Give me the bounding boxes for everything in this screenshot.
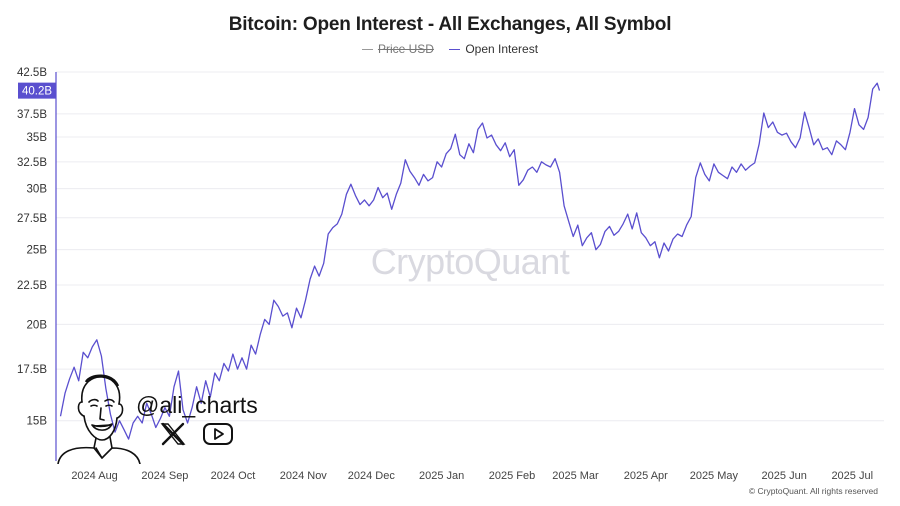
x-tick-label: 2024 Oct — [211, 470, 256, 482]
legend-label-open-interest: Open Interest — [465, 42, 539, 56]
x-tick-label: 2024 Dec — [348, 470, 396, 482]
copyright-credit: © CryptoQuant. All rights reserved — [748, 486, 878, 496]
legend-item-price[interactable]: Price USD — [361, 42, 434, 56]
x-tick-label: 2024 Aug — [71, 470, 118, 482]
legend-swatch-price — [361, 49, 373, 51]
legend-item-open-interest[interactable]: Open Interest — [449, 42, 538, 56]
x-tick-label: 2025 Jan — [419, 470, 464, 482]
x-tick-label: 2024 Nov — [280, 470, 328, 482]
y-tick-label: 25B — [27, 245, 48, 257]
y-tick-label: 35B — [27, 132, 48, 144]
chart-legend: Price USD Open Interest — [0, 42, 900, 56]
x-tick-label: 2025 Feb — [489, 470, 535, 482]
y-tick-label: 15B — [27, 416, 48, 428]
legend-swatch-open-interest — [449, 49, 461, 51]
y-tick-label: 37.5B — [17, 109, 47, 121]
x-tick-label: 2025 Apr — [624, 470, 668, 482]
x-tick-label: 2025 Jun — [762, 470, 807, 482]
x-tick-label: 2025 May — [690, 470, 739, 482]
x-tick-label: 2025 Mar — [552, 470, 599, 482]
series-line-open-interest — [59, 82, 881, 440]
youtube-icon[interactable] — [202, 422, 234, 446]
y-tick-label: 42.5B — [17, 67, 47, 79]
author-handle: @ali_charts — [136, 392, 258, 418]
y-tick-label: 17.5B — [17, 364, 47, 376]
y-tick-label: 30B — [27, 184, 48, 196]
y-tick-label: 27.5B — [17, 213, 47, 225]
y-tick-label: 22.5B — [17, 280, 47, 292]
x-logo-icon[interactable] — [160, 422, 186, 446]
y-tick-label: 20B — [27, 319, 48, 331]
portrait-illustration — [57, 374, 141, 464]
watermark: CryptoQuant — [370, 241, 570, 282]
last-value-label: 40.2B — [22, 86, 52, 98]
y-tick-label: 32.5B — [17, 157, 47, 169]
x-tick-label: 2024 Sep — [141, 470, 188, 482]
chart-title: Bitcoin: Open Interest - All Exchanges, … — [228, 14, 672, 35]
legend-label-price: Price USD — [377, 42, 434, 56]
x-tick-label: 2025 Jul — [831, 470, 873, 482]
last-value-badge — [18, 82, 56, 99]
